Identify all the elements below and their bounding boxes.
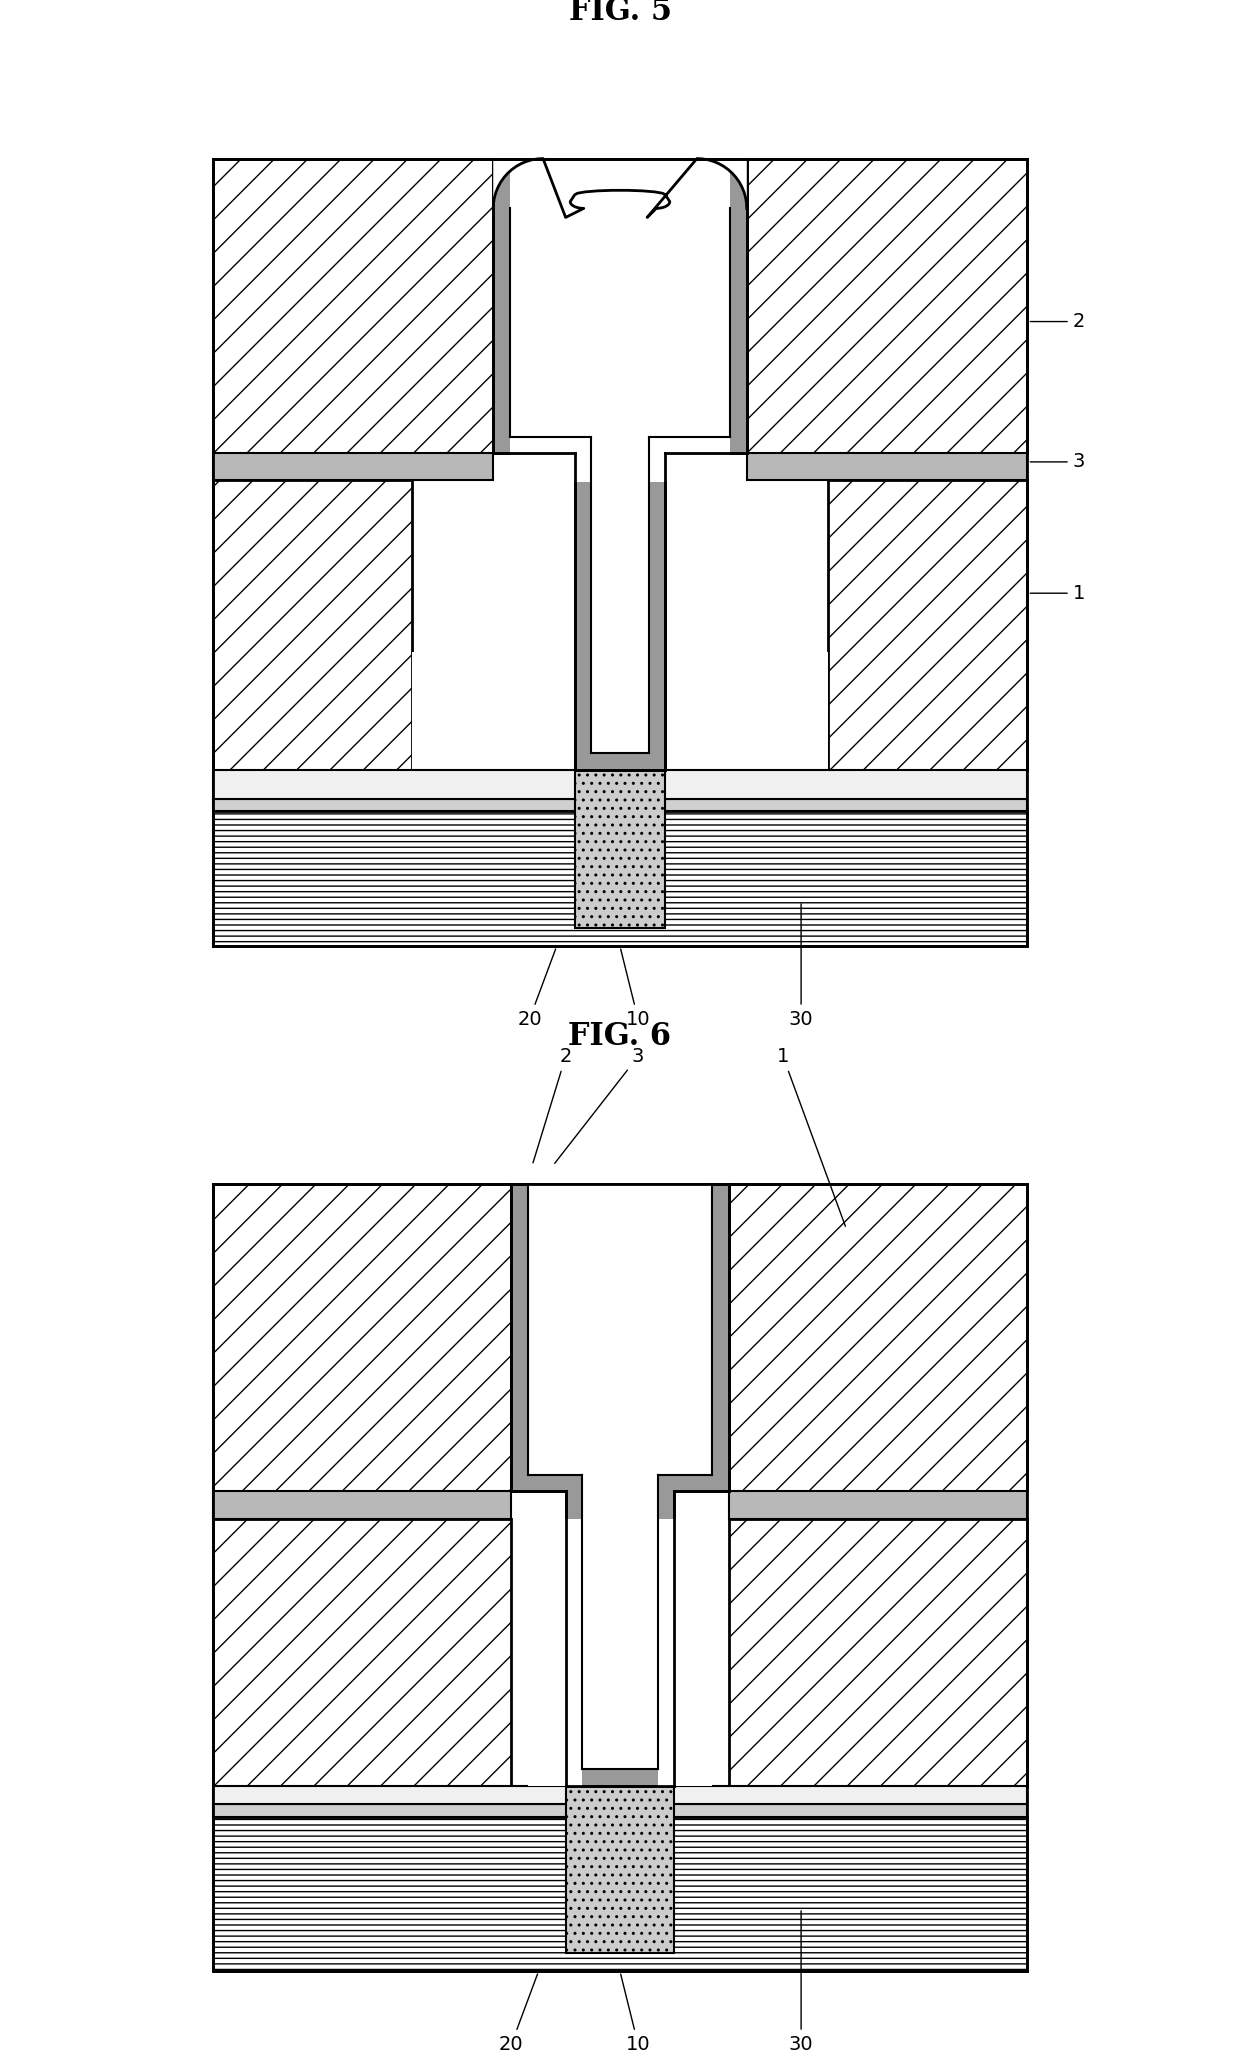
Text: 3: 3	[554, 1046, 645, 1164]
Polygon shape	[212, 1785, 1028, 1804]
Text: 2: 2	[533, 1046, 572, 1162]
Polygon shape	[666, 481, 746, 766]
Polygon shape	[212, 1804, 1028, 1818]
Text: FIG. 5: FIG. 5	[568, 0, 672, 27]
Polygon shape	[494, 159, 746, 770]
Polygon shape	[729, 1492, 1028, 1519]
Polygon shape	[666, 652, 828, 770]
Text: 1: 1	[776, 1046, 846, 1226]
Polygon shape	[746, 159, 1028, 452]
Polygon shape	[212, 811, 1028, 945]
Text: 1: 1	[1030, 584, 1085, 603]
Bar	[212, 159, 1028, 945]
Polygon shape	[510, 438, 574, 481]
Text: 30: 30	[789, 904, 813, 1028]
Polygon shape	[412, 652, 574, 770]
Polygon shape	[212, 799, 1028, 811]
Text: 20: 20	[498, 1973, 537, 2054]
Polygon shape	[494, 481, 574, 766]
Text: 10: 10	[621, 949, 651, 1028]
Text: 2: 2	[1030, 312, 1085, 330]
Polygon shape	[729, 1519, 1028, 1785]
Polygon shape	[666, 438, 730, 481]
Polygon shape	[574, 770, 666, 929]
Polygon shape	[510, 438, 591, 481]
Polygon shape	[510, 438, 591, 481]
Polygon shape	[212, 1519, 511, 1785]
Text: 20: 20	[517, 949, 556, 1028]
Text: 30: 30	[789, 1911, 813, 2054]
Polygon shape	[649, 438, 730, 481]
Polygon shape	[511, 1183, 729, 1785]
Polygon shape	[746, 452, 1028, 481]
Polygon shape	[565, 1785, 675, 1953]
Polygon shape	[658, 1519, 712, 1785]
Bar	[212, 1183, 1028, 1971]
Polygon shape	[528, 1183, 712, 1769]
Polygon shape	[494, 159, 746, 217]
Polygon shape	[510, 159, 730, 753]
Polygon shape	[212, 452, 494, 481]
Polygon shape	[729, 1183, 1028, 1492]
Polygon shape	[212, 1818, 1028, 1971]
Text: 3: 3	[1030, 452, 1085, 471]
Polygon shape	[212, 481, 412, 770]
Polygon shape	[212, 1183, 511, 1492]
Polygon shape	[212, 159, 494, 452]
Polygon shape	[528, 1519, 582, 1785]
Polygon shape	[528, 1183, 712, 1476]
Text: FIG. 6: FIG. 6	[568, 1020, 672, 1053]
Text: 10: 10	[621, 1973, 651, 2054]
Polygon shape	[828, 481, 1028, 770]
Polygon shape	[510, 438, 591, 481]
Polygon shape	[212, 770, 1028, 799]
Polygon shape	[212, 1492, 511, 1519]
Polygon shape	[649, 438, 730, 481]
